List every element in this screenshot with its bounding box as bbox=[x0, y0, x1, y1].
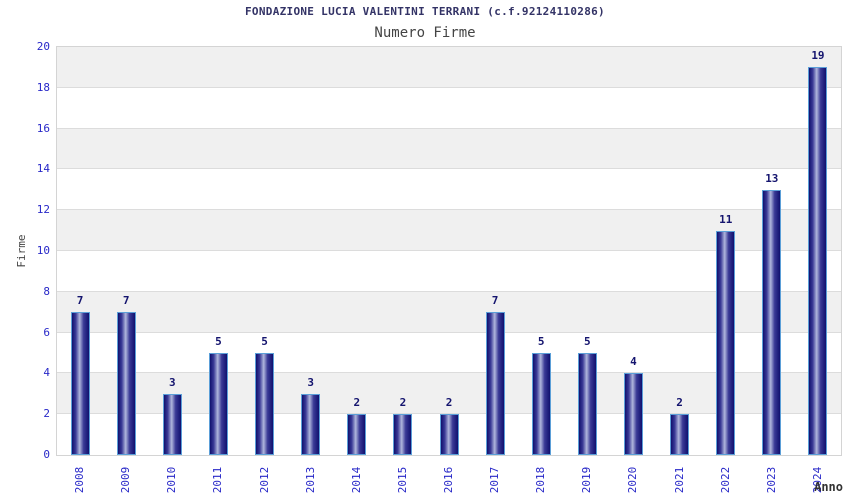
bar bbox=[255, 353, 275, 455]
bar-value-label: 13 bbox=[765, 171, 779, 185]
x-axis-label: Anno bbox=[814, 480, 843, 494]
grid-band bbox=[57, 332, 841, 374]
bar-value-label: 5 bbox=[537, 335, 545, 348]
x-tick-label: 2023 bbox=[764, 466, 778, 494]
y-tick-label: 6 bbox=[43, 325, 50, 339]
x-tick-label: 2020 bbox=[626, 466, 640, 494]
x-tick-label: 2016 bbox=[442, 466, 455, 494]
gridline bbox=[57, 168, 841, 170]
x-tick-label: 2014 bbox=[349, 466, 363, 494]
bar-value-label: 4 bbox=[630, 355, 637, 369]
plot-area: 7 7 3 5 5 3 2 2 2 7 5 5 4 2 11 13 19 bbox=[57, 47, 841, 455]
y-tick-label: 18 bbox=[36, 80, 50, 94]
grid-band bbox=[57, 128, 841, 170]
x-tick-label: 2019 bbox=[580, 466, 594, 494]
y-tick-label: 8 bbox=[43, 284, 50, 298]
grid-band bbox=[57, 47, 841, 88]
bar-value-label: 7 bbox=[491, 294, 499, 308]
x-tick-label: 2011 bbox=[211, 466, 225, 494]
bar-value-label: 2 bbox=[676, 396, 683, 410]
x-tick-label: 2013 bbox=[303, 466, 317, 494]
bar-value-label: 3 bbox=[168, 375, 176, 389]
grid-band bbox=[57, 291, 841, 333]
gridline bbox=[57, 372, 841, 374]
bar bbox=[347, 414, 367, 455]
y-tick-label: 4 bbox=[43, 366, 50, 380]
bar-value-label: 5 bbox=[261, 335, 268, 348]
x-tick-label: 2010 bbox=[165, 466, 179, 494]
bar bbox=[70, 312, 90, 455]
x-tick-label: 2017 bbox=[488, 466, 502, 494]
bar bbox=[439, 414, 459, 455]
gridline bbox=[57, 331, 841, 333]
x-tick-label: 2022 bbox=[718, 466, 732, 494]
bar-value-label: 3 bbox=[307, 375, 314, 389]
bar bbox=[531, 353, 551, 455]
bar bbox=[577, 353, 597, 455]
x-tick-label: 2008 bbox=[73, 466, 87, 494]
x-tick-label: 2012 bbox=[257, 466, 271, 494]
bar bbox=[670, 414, 690, 455]
grid-band bbox=[57, 87, 841, 129]
y-tick-label: 16 bbox=[36, 121, 50, 135]
bar bbox=[485, 312, 505, 455]
grid-band bbox=[57, 251, 841, 292]
y-tick-label: 12 bbox=[36, 203, 50, 217]
chart-subtitle: Numero Firme bbox=[374, 25, 476, 41]
y-tick-label: 10 bbox=[36, 244, 50, 257]
bar-value-label: 2 bbox=[353, 396, 361, 410]
bar bbox=[623, 373, 643, 455]
x-tick-label: 2015 bbox=[395, 466, 409, 494]
grid-band bbox=[57, 210, 841, 251]
bar-value-label: 11 bbox=[719, 212, 733, 226]
bar bbox=[208, 353, 228, 455]
x-tick-label: 2009 bbox=[119, 466, 133, 494]
x-tick-label: 2021 bbox=[672, 466, 686, 494]
bar bbox=[162, 393, 182, 455]
bar-value-label: 5 bbox=[215, 335, 222, 348]
gridline bbox=[57, 290, 841, 292]
bar bbox=[301, 393, 321, 455]
y-tick-label: 0 bbox=[43, 448, 50, 461]
gridline bbox=[57, 250, 841, 251]
gridline bbox=[57, 86, 841, 88]
grid-band bbox=[57, 373, 841, 415]
bar-value-label: 7 bbox=[76, 294, 84, 308]
bar-value-label: 2 bbox=[399, 396, 407, 410]
gridline bbox=[57, 127, 841, 129]
bar-value-label: 7 bbox=[122, 294, 130, 308]
bar-value-label: 19 bbox=[811, 49, 825, 63]
bar bbox=[808, 67, 828, 455]
bar bbox=[716, 230, 736, 455]
gridline bbox=[57, 209, 841, 211]
y-tick-label: 20 bbox=[36, 40, 50, 53]
y-tick-label: 2 bbox=[43, 407, 50, 421]
x-tick-label: 2018 bbox=[534, 466, 548, 494]
grid-band bbox=[57, 169, 841, 211]
chart-title: FONDAZIONE LUCIA VALENTINI TERRANI (c.f.… bbox=[245, 5, 605, 18]
bar bbox=[393, 414, 413, 455]
bar bbox=[116, 312, 136, 455]
gridline bbox=[57, 413, 841, 415]
bar-value-label: 5 bbox=[584, 335, 591, 348]
bar bbox=[762, 189, 782, 455]
bar-value-label: 2 bbox=[445, 396, 453, 410]
y-tick-label: 14 bbox=[36, 162, 50, 176]
